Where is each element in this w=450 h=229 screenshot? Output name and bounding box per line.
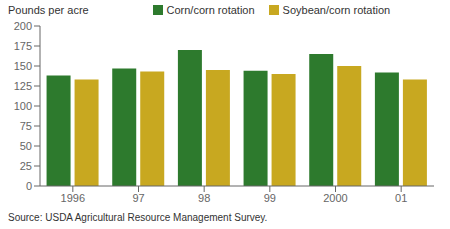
svg-text:99: 99 — [264, 192, 276, 204]
html-text:Source: USDA Agricultural Reso: Source: USDA Agricultural Resource Manag… — [8, 211, 268, 223]
svg-text:0: 0 — [26, 180, 32, 192]
svg-text:150: 150 — [14, 60, 32, 72]
svg-text:25: 25 — [20, 160, 32, 172]
html-text:Pounds per acre: Pounds per acre — [8, 4, 89, 16]
svg-text:125: 125 — [14, 80, 32, 92]
svg-text:175: 175 — [14, 40, 32, 52]
svg-text:97: 97 — [132, 192, 144, 204]
svg-text:50: 50 — [20, 140, 32, 152]
svg-text:100: 100 — [14, 100, 32, 112]
svg-text:200: 200 — [14, 20, 32, 32]
svg-text:75: 75 — [20, 120, 32, 132]
svg-text:2000: 2000 — [323, 192, 347, 204]
html-text:Soybean/corn rotation: Soybean/corn rotation — [282, 4, 391, 16]
svg-text:01: 01 — [395, 192, 407, 204]
svg-text:98: 98 — [198, 192, 210, 204]
html-text:Corn/corn rotation: Corn/corn rotation — [166, 4, 255, 16]
svg-text:1996: 1996 — [61, 192, 85, 204]
